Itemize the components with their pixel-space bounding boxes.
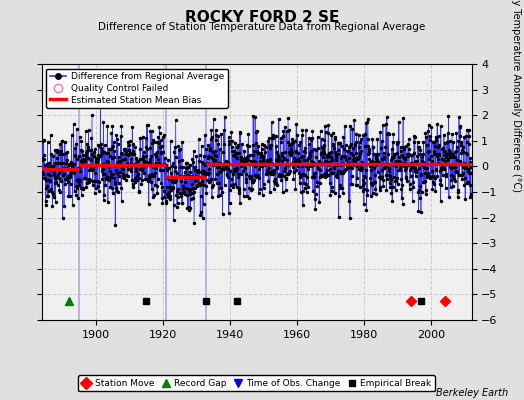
Text: Monthly Temperature Anomaly Difference (°C): Monthly Temperature Anomaly Difference (… xyxy=(511,0,521,192)
Legend: Station Move, Record Gap, Time of Obs. Change, Empirical Break: Station Move, Record Gap, Time of Obs. C… xyxy=(78,375,435,392)
Text: Difference of Station Temperature Data from Regional Average: Difference of Station Temperature Data f… xyxy=(99,22,425,32)
Text: Berkeley Earth: Berkeley Earth xyxy=(436,388,508,398)
Legend: Difference from Regional Average, Quality Control Failed, Estimated Station Mean: Difference from Regional Average, Qualit… xyxy=(47,68,227,108)
Text: ROCKY FORD 2 SE: ROCKY FORD 2 SE xyxy=(185,10,339,25)
